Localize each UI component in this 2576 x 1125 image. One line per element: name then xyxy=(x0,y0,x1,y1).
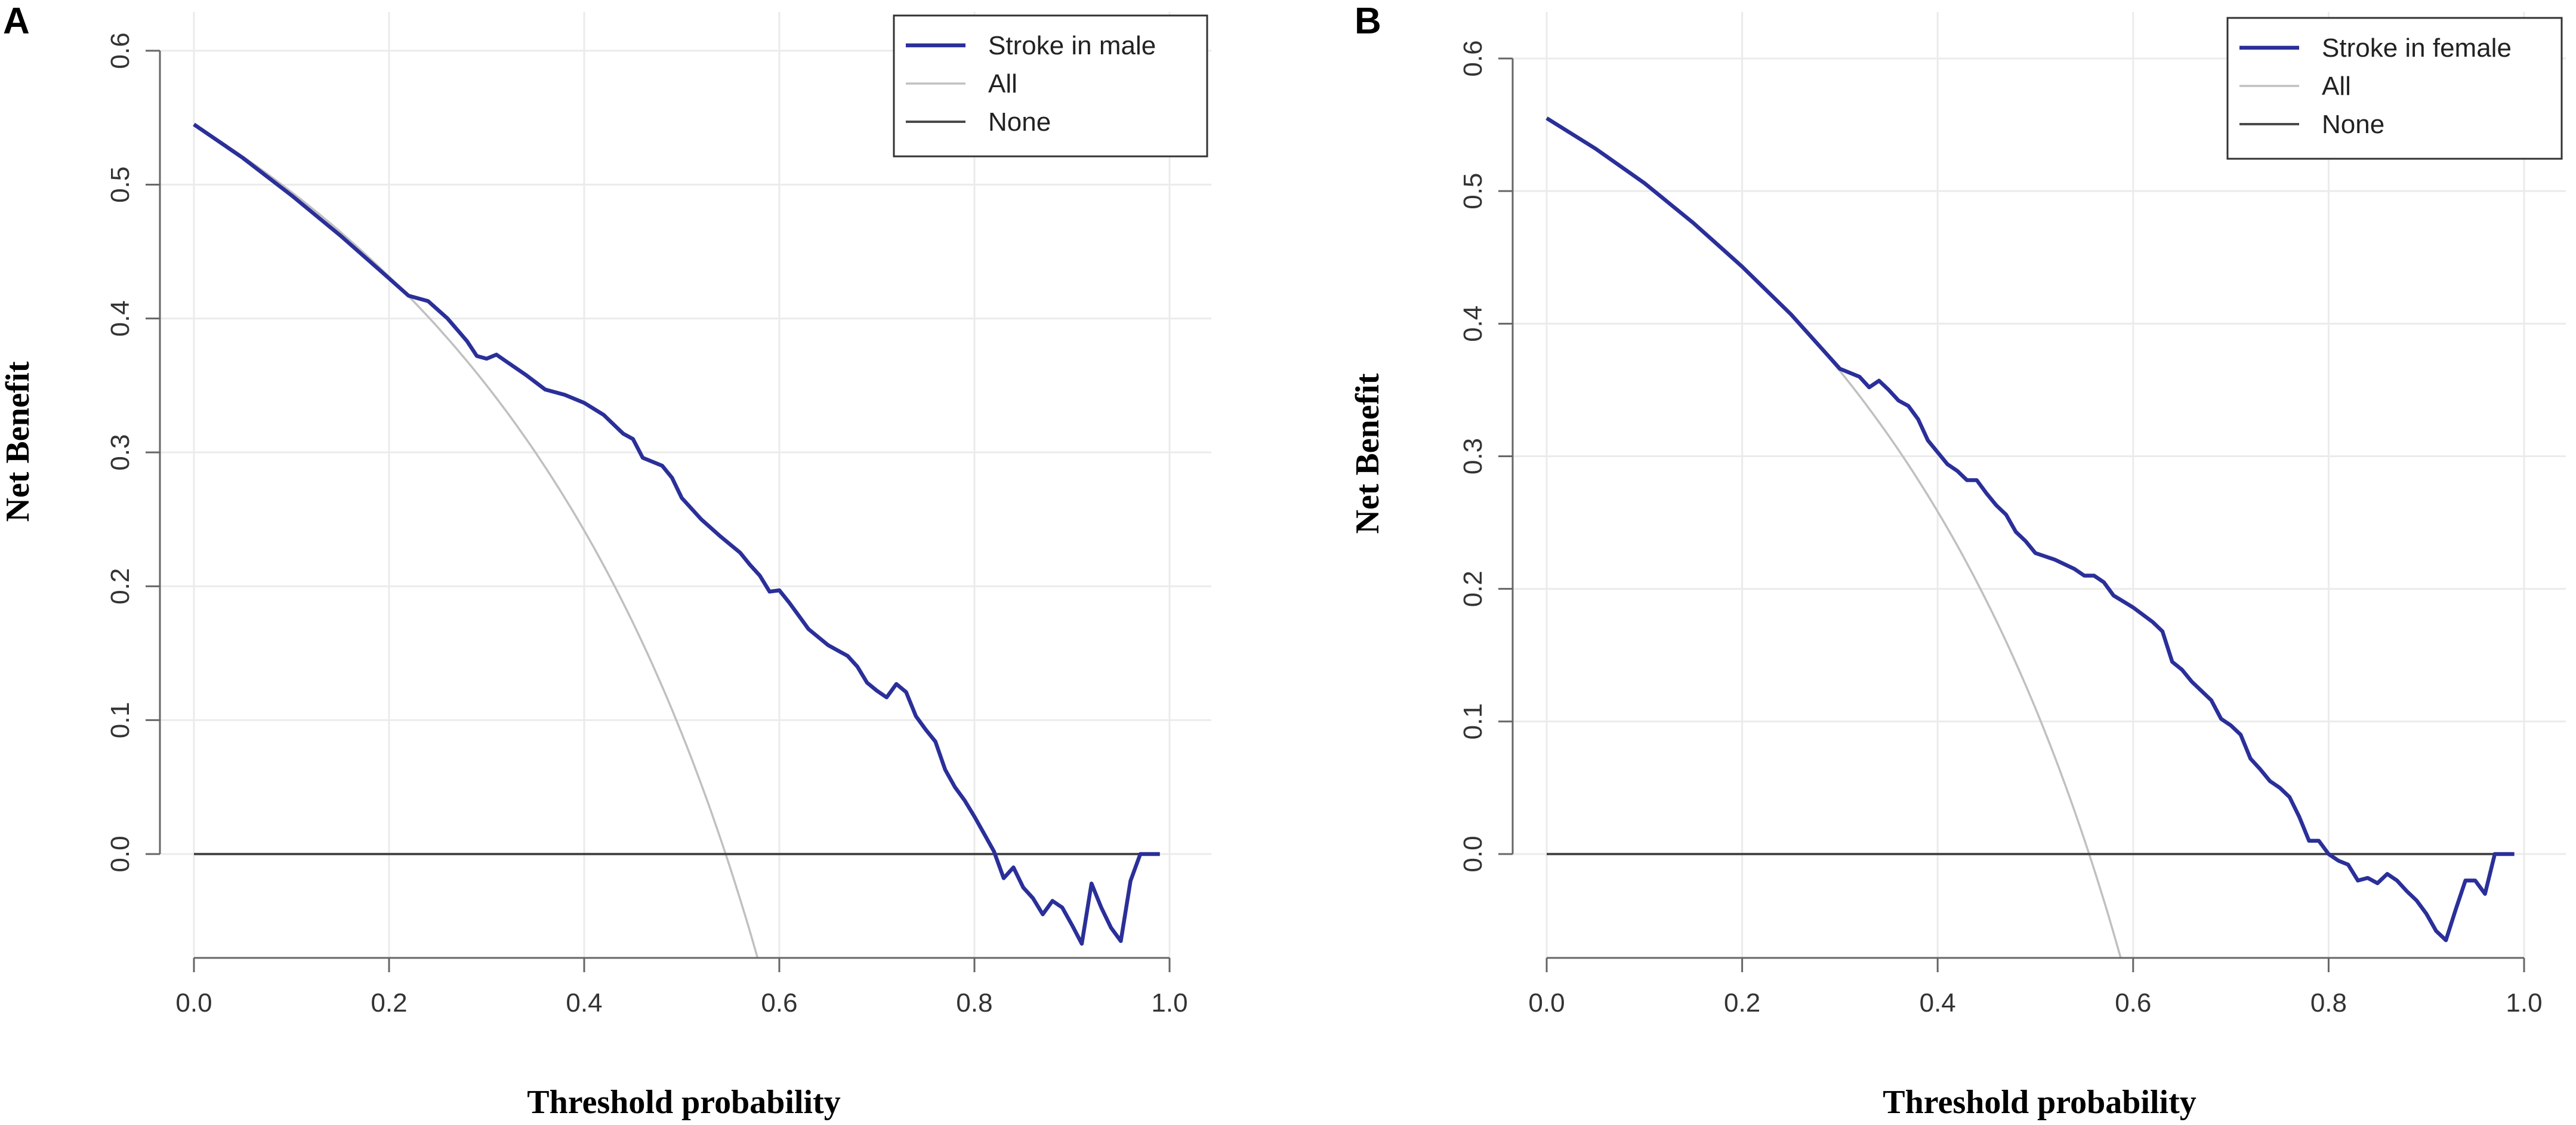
x-tick-label: 0.2 xyxy=(371,988,407,1018)
legend-label: None xyxy=(2322,110,2384,139)
y-tick-label: 0.3 xyxy=(1458,438,1488,474)
x-tick-label: 0.0 xyxy=(175,988,212,1018)
x-tick-label: 0.6 xyxy=(761,988,797,1018)
y-tick-label: 0.0 xyxy=(106,836,135,872)
y-tick-label: 0.0 xyxy=(1458,836,1488,872)
x-tick-label: 0.8 xyxy=(956,988,992,1018)
legend-label: Stroke in female xyxy=(2322,33,2512,63)
y-tick-label: 0.5 xyxy=(106,167,135,203)
series-model-line xyxy=(193,122,1160,946)
panel-a: A 0.0 0.2 0.4 0.6 0.8 1.00.00.10.20.30.40.50.… xyxy=(0,1,1211,1121)
legend: Stroke in male All None xyxy=(893,14,1208,158)
x-tick-label: 0.8 xyxy=(2310,988,2347,1018)
tick-labels: 0.0 0.2 0.4 0.6 0.8 1.0 0.0 0.1 0.2 0.3 0.4 0.5 0.6 xyxy=(106,32,1188,1018)
plot-area xyxy=(1545,116,2515,958)
legend-label: Stroke in male xyxy=(988,31,1156,60)
x-tick-label: 0.0 xyxy=(1528,988,1565,1018)
y-axis-title: Net Benefit xyxy=(0,361,36,522)
legend-label: None xyxy=(988,107,1051,137)
y-tick-label: 0.6 xyxy=(106,32,135,69)
legend-label: All xyxy=(988,69,1017,98)
legend: Stroke in female All None xyxy=(2226,17,2563,160)
x-tick-label: 1.0 xyxy=(1151,988,1187,1018)
legend-box xyxy=(893,14,1208,158)
panel-letter: A xyxy=(3,1,30,42)
legend-label: All xyxy=(2322,72,2351,101)
curves xyxy=(193,122,1160,958)
panel-letter: B xyxy=(1355,1,1381,42)
axes xyxy=(146,50,1171,972)
axes xyxy=(1498,57,2525,972)
y-tick-label: 0.1 xyxy=(1458,703,1488,739)
y-tick-label: 0.6 xyxy=(1458,40,1488,76)
series-all-line xyxy=(193,123,759,958)
x-tick-label: 0.4 xyxy=(1920,988,1956,1018)
x-tick-label: 0.6 xyxy=(2115,988,2151,1018)
plot-area xyxy=(193,122,1160,958)
x-axis-title: Threshold probability xyxy=(527,1084,840,1121)
series-model-line xyxy=(1545,116,2515,942)
y-tick-label: 0.4 xyxy=(1458,306,1488,342)
curves xyxy=(1545,116,2515,958)
y-axis-title: Net Benefit xyxy=(1349,373,1386,534)
y-tick-label: 0.5 xyxy=(1458,173,1488,209)
panel-b: B 0.0 0.2 0.4 0.6 0.8 1.00.00.10.20.30.40.50.… xyxy=(1349,1,2566,1121)
x-tick-label: 0.2 xyxy=(1724,988,1760,1018)
y-tick-label: 0.1 xyxy=(106,702,135,738)
x-tick-label: 1.0 xyxy=(2506,988,2542,1018)
x-tick-label: 0.4 xyxy=(566,988,602,1018)
y-tick-label: 0.2 xyxy=(1458,571,1488,607)
x-axis-title: Threshold probability xyxy=(1883,1084,2196,1121)
y-tick-label: 0.3 xyxy=(106,434,135,470)
gridlines xyxy=(1513,12,2566,958)
y-tick-label: 0.4 xyxy=(106,300,135,337)
y-tick-label: 0.2 xyxy=(106,568,135,605)
tick-labels: 0.0 0.2 0.4 0.6 0.8 1.0 0.0 0.1 0.2 0.3 0.4 0.5 0.6 xyxy=(1458,40,2543,1018)
legend-box xyxy=(2226,17,2563,160)
